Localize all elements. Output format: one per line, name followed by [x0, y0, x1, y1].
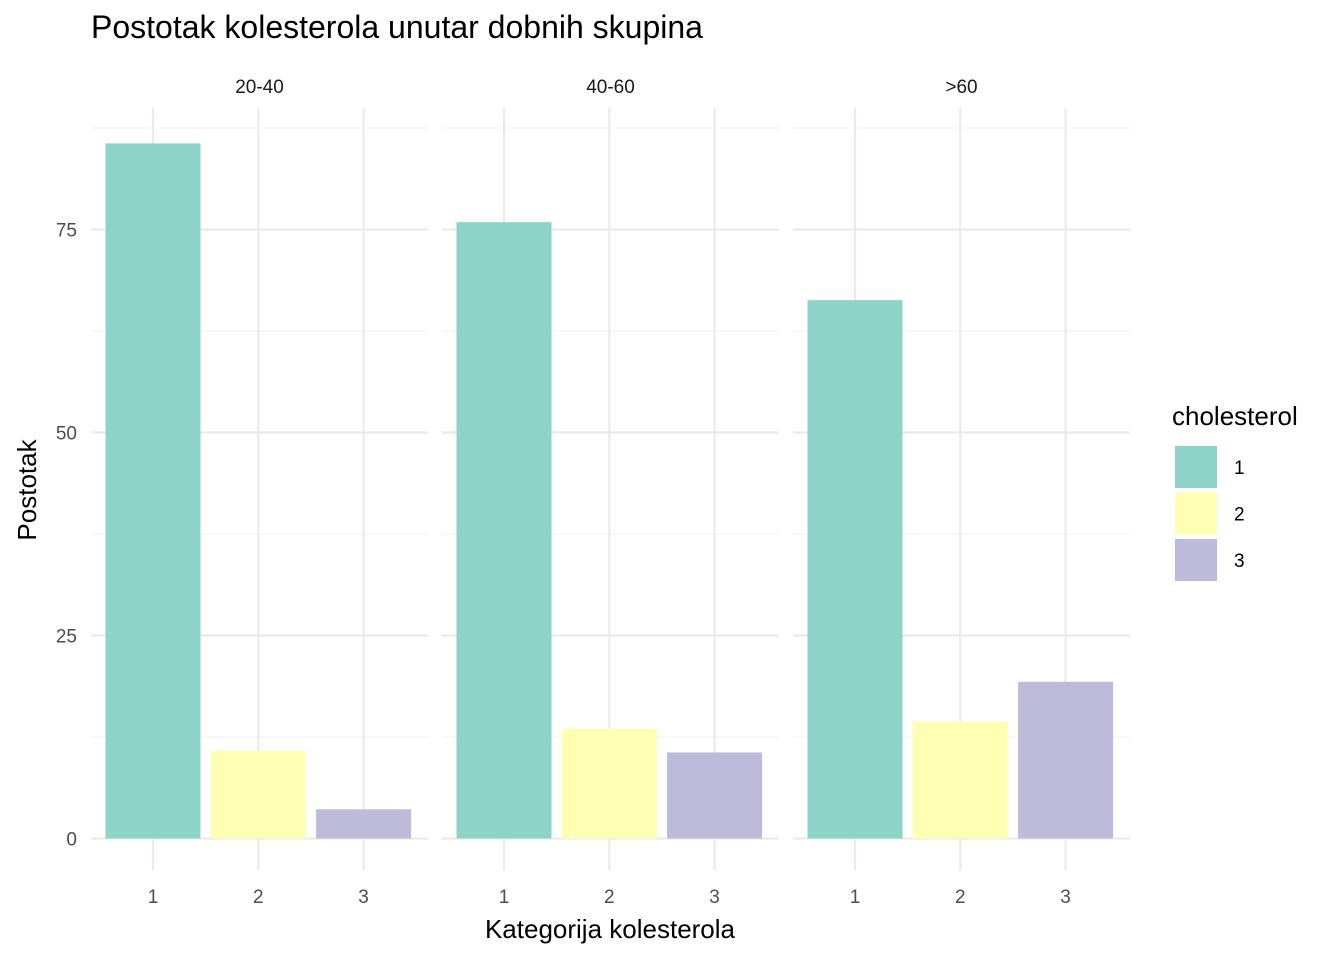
facet-panels: 1 2 3 20-40 1 2 3 40-60 1 2 3 >60	[91, 77, 1130, 908]
legend-label: 3	[1234, 551, 1245, 572]
x-tick-label: 2	[604, 887, 615, 908]
legend: cholesterol 1 2 3	[1172, 401, 1298, 581]
bar	[912, 721, 1008, 839]
bar	[1018, 681, 1114, 839]
bar	[561, 728, 657, 839]
facet-label: >60	[945, 77, 977, 98]
bar	[316, 809, 412, 839]
x-tick-label: 1	[850, 887, 861, 908]
y-axis-title: Postotak	[12, 438, 42, 540]
legend-label: 1	[1234, 458, 1245, 479]
facet-panel: 1 2 3 20-40	[91, 77, 428, 908]
bar	[210, 750, 306, 839]
x-tick-label: 3	[709, 887, 720, 908]
bar	[807, 300, 903, 839]
facet-panel: 1 2 3 40-60	[442, 77, 779, 908]
chart-title: Postotak kolesterola unutar dobnih skupi…	[91, 9, 703, 45]
y-tick-label: 0	[66, 830, 77, 851]
x-tick-label: 1	[499, 887, 510, 908]
x-axis-title: Kategorija kolesterola	[485, 914, 736, 944]
legend-label: 2	[1234, 505, 1245, 526]
legend-key	[1175, 492, 1217, 535]
x-tick-label: 3	[1060, 887, 1071, 908]
y-tick-label: 25	[56, 627, 77, 648]
bar	[105, 143, 201, 839]
y-tick-label: 50	[56, 424, 77, 445]
legend-key	[1175, 539, 1217, 581]
legend-title: cholesterol	[1172, 401, 1298, 431]
bar	[456, 222, 552, 839]
x-tick-label: 2	[253, 887, 264, 908]
facet-panel: 1 2 3 >60	[793, 77, 1130, 908]
facet-label: 20-40	[235, 77, 284, 98]
legend-key	[1175, 446, 1217, 488]
y-axis: 0 25 50 75	[56, 221, 77, 851]
bar	[667, 752, 763, 839]
x-tick-label: 2	[955, 887, 966, 908]
y-tick-label: 75	[56, 221, 77, 242]
x-tick-label: 3	[358, 887, 369, 908]
facet-label: 40-60	[586, 77, 635, 98]
x-tick-label: 1	[148, 887, 159, 908]
